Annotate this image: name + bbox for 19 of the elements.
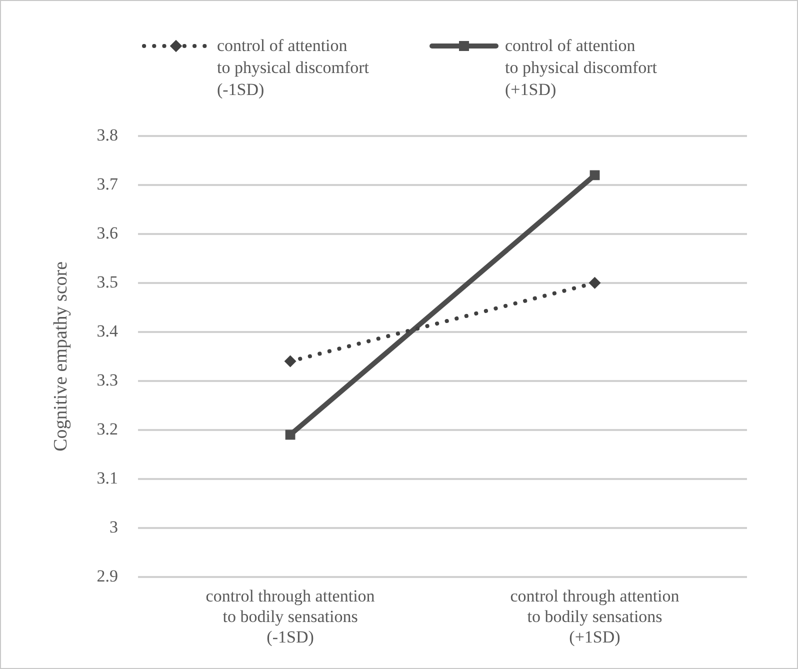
x-tick-label: control through attention to bodily sensations (+1SD): [510, 586, 680, 646]
y-tick-label: 3.5: [96, 272, 118, 292]
y-tick-label: 3.8: [96, 125, 118, 144]
y-tick-label: 3.6: [96, 223, 118, 242]
y-tick-label: 3.3: [96, 370, 118, 390]
legend-label: control of attention to physical discomfort (-1SD): [216, 35, 369, 101]
legend-label: control of attention to physical discomfort (+1SD): [505, 35, 658, 101]
y-tick-label: 3.1: [96, 468, 118, 488]
point: [588, 276, 601, 289]
y-axis-title: Cognitive empathy score: [50, 261, 72, 452]
y-tick-label: 3.4: [96, 321, 119, 340]
y-tick-label: 3.7: [96, 174, 119, 194]
y-tick-label: 3: [110, 517, 118, 536]
x-tick-label: control through attention to bodily sensations (-1SD): [206, 586, 376, 646]
y-tick-label: 3.2: [96, 419, 118, 438]
point: [284, 355, 296, 368]
point: [285, 430, 296, 440]
point: [590, 170, 600, 180]
y-tick-label: 2.9: [96, 566, 118, 586]
